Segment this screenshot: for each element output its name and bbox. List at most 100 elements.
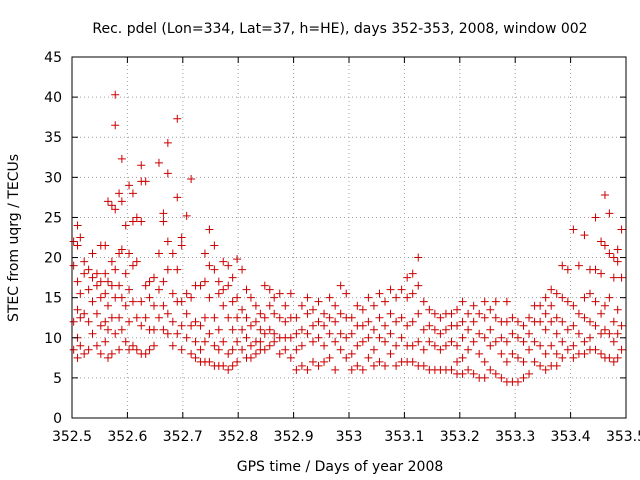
data-point [408,289,417,298]
data-point [358,321,367,330]
data-point [177,297,186,306]
data-point [342,353,351,362]
y-tick-label: 5 [53,371,62,387]
data-point [275,349,284,358]
data-point [270,293,279,302]
data-point [552,289,561,298]
data-point [430,309,439,318]
grid [72,57,626,418]
data-point [547,285,556,294]
data-point [88,273,97,282]
data-point [163,169,172,178]
data-point [292,365,301,374]
data-point [486,305,495,314]
data-point [320,321,329,330]
data-point [574,329,583,338]
data-point [331,337,340,346]
data-point [600,241,609,250]
data-point [314,297,323,306]
data-point [297,361,306,370]
data-point [331,317,340,326]
x-tick-label: 352.8 [218,429,258,445]
data-point [308,321,317,330]
data-point [187,174,196,183]
data-point [600,301,609,310]
data-point [92,341,101,350]
data-point [107,257,116,266]
data-point [585,317,594,326]
data-point [403,273,412,282]
data-point [541,365,550,374]
data-point [569,321,578,330]
data-point [163,329,172,338]
data-point [580,337,589,346]
data-point [111,121,120,130]
data-point [574,261,583,270]
data-point [580,293,589,302]
data-point [303,309,312,318]
data-point [111,329,120,338]
data-point [358,365,367,374]
data-point [530,357,539,366]
data-point [502,297,511,306]
data-point [256,309,265,318]
data-point [182,333,191,342]
data-point [331,301,340,310]
data-point [125,345,134,354]
data-point [238,305,247,314]
data-point [187,321,196,330]
data-point [563,325,572,334]
data-point [486,325,495,334]
data-point [580,231,589,240]
data-point [238,345,247,354]
data-point [441,325,450,334]
data-point [69,345,78,354]
data-point [480,313,489,322]
data-point [96,349,105,358]
data-point [233,357,242,366]
y-tick-label: 40 [44,90,62,106]
data-point [177,233,186,242]
data-point [491,369,500,378]
data-point [441,341,450,350]
data-point [519,337,528,346]
data-point [121,301,130,310]
data-point [303,329,312,338]
data-point [125,285,134,294]
data-point [256,337,265,346]
data-point [430,325,439,334]
data-point [547,341,556,350]
data-point [585,289,594,298]
data-point [447,309,456,318]
data-point [200,313,209,322]
data-point [173,265,182,274]
data-point [358,305,367,314]
data-point [73,353,82,362]
data-point [200,249,209,258]
data-point [125,317,134,326]
data-point [191,337,200,346]
data-point [281,301,290,310]
data-point [205,261,214,270]
data-point [270,337,279,346]
data-point [92,309,101,318]
data-point [163,265,172,274]
data-point [605,209,614,218]
data-point [605,293,614,302]
data-point [403,321,412,330]
data-point [154,313,163,322]
data-point [364,317,373,326]
data-point [513,333,522,342]
data-point [205,293,214,302]
data-point [80,349,89,358]
data-point [92,281,101,290]
data-point [314,317,323,326]
data-point [558,317,567,326]
data-point [149,325,158,334]
data-point [497,333,506,342]
x-tick-label: 353 [336,429,363,445]
data-point [392,361,401,370]
data-point [397,333,406,342]
data-point [591,265,600,274]
data-point [386,349,395,358]
